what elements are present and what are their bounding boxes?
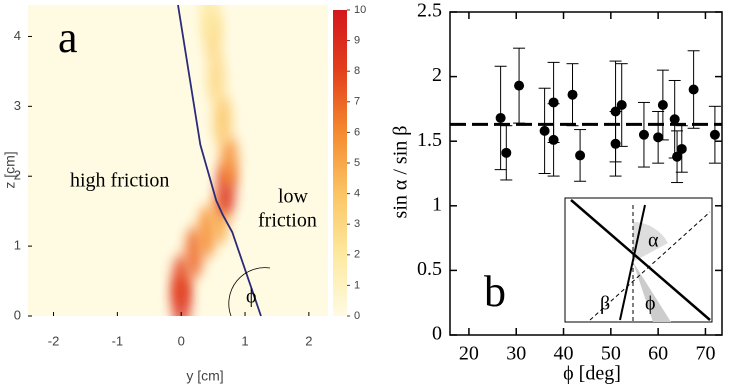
- data-point: [676, 143, 687, 154]
- heat-spot: [220, 136, 239, 189]
- inset-shade: [633, 262, 671, 322]
- inset: α β ϕ: [564, 197, 713, 323]
- colorbar-tick-label: 7: [354, 96, 360, 108]
- data-point: [638, 129, 649, 140]
- data-point: [548, 97, 559, 108]
- data-point: [709, 129, 720, 140]
- y-tick-label: 2: [432, 64, 442, 86]
- x-tick-label: 50: [601, 343, 621, 365]
- x-tick-label: 0: [178, 333, 185, 348]
- data-point: [653, 132, 664, 143]
- annotation: friction: [258, 210, 317, 232]
- x-tick-label: 30: [506, 343, 526, 365]
- y-axis-label: sin α / sin β: [390, 126, 412, 219]
- angle-arc: [228, 267, 271, 317]
- x-tick-label: -1: [112, 333, 124, 348]
- y-tick-label: 0: [432, 323, 442, 345]
- data-point: [688, 84, 699, 95]
- y-tick-label: 2: [14, 168, 21, 183]
- colorbar-tick-label: 0: [354, 310, 360, 322]
- colorbar-tick-label: 9: [354, 35, 360, 47]
- colorbar: [333, 10, 347, 316]
- x-tick-label: 40: [554, 343, 574, 365]
- boundary-line: [177, 4, 262, 317]
- y-tick-label: 1.5: [417, 129, 442, 151]
- data-point: [610, 138, 621, 149]
- annotation: low: [278, 186, 309, 208]
- colorbar-tick-label: 2: [354, 249, 360, 261]
- y-tick-label: 0.5: [417, 258, 442, 280]
- annotation: ϕ: [246, 286, 257, 308]
- y-tick-label: 4: [14, 28, 21, 43]
- y-tick-label: 3: [14, 98, 21, 113]
- panel-label: a: [58, 13, 78, 62]
- heat-spot: [207, 52, 226, 105]
- data-point: [567, 89, 578, 100]
- data-point: [539, 125, 550, 136]
- data-point: [501, 147, 512, 158]
- y-tick-label: 0: [14, 307, 21, 322]
- x-tick-label: 2: [305, 333, 312, 348]
- colorbar-tick-label: 5: [354, 157, 360, 169]
- x-axis-label: y [cm]: [186, 368, 223, 384]
- inset-line: [570, 199, 711, 321]
- y-axis-label: z [cm]: [2, 151, 18, 188]
- data-point: [672, 151, 683, 162]
- annotation: high friction: [70, 170, 169, 192]
- x-tick-label: 60: [648, 343, 668, 365]
- data-point: [548, 134, 559, 145]
- x-tick-label: 70: [695, 343, 715, 365]
- data-point: [495, 112, 506, 123]
- data-point: [575, 150, 586, 161]
- y-tick-label: 2.5: [417, 0, 442, 22]
- heatmap-area: [28, 5, 328, 316]
- plot-frame: [449, 11, 723, 336]
- inset-label: β: [600, 293, 610, 315]
- y-tick-label: 1: [432, 193, 442, 215]
- inset-line: [589, 211, 711, 321]
- colorbar-tick-label: 4: [354, 188, 360, 200]
- heat-spot: [172, 255, 191, 308]
- x-tick-label: -2: [48, 333, 60, 348]
- data-point: [616, 100, 627, 111]
- data-point: [669, 114, 680, 125]
- data-point: [657, 100, 668, 111]
- data-point: [514, 80, 525, 91]
- colorbar-tick-label: 10: [354, 4, 366, 16]
- y-tick-label: 1: [14, 238, 21, 253]
- panel-label: b: [484, 267, 506, 316]
- colorbar-tick-label: 1: [354, 279, 360, 291]
- heat-spot: [200, 5, 219, 38]
- inset-shade: [633, 222, 668, 262]
- colorbar-tick-label: 8: [354, 65, 360, 77]
- x-tick-label: 1: [241, 333, 248, 348]
- heat-spot: [213, 94, 232, 147]
- inset-label: ϕ: [645, 293, 656, 315]
- inset-label: α: [648, 230, 659, 252]
- colorbar-tick-label: 3: [354, 218, 360, 230]
- colorbar-tick-label: 6: [354, 126, 360, 138]
- x-axis-label: ϕ [deg]: [563, 363, 621, 385]
- x-tick-label: 20: [459, 343, 479, 365]
